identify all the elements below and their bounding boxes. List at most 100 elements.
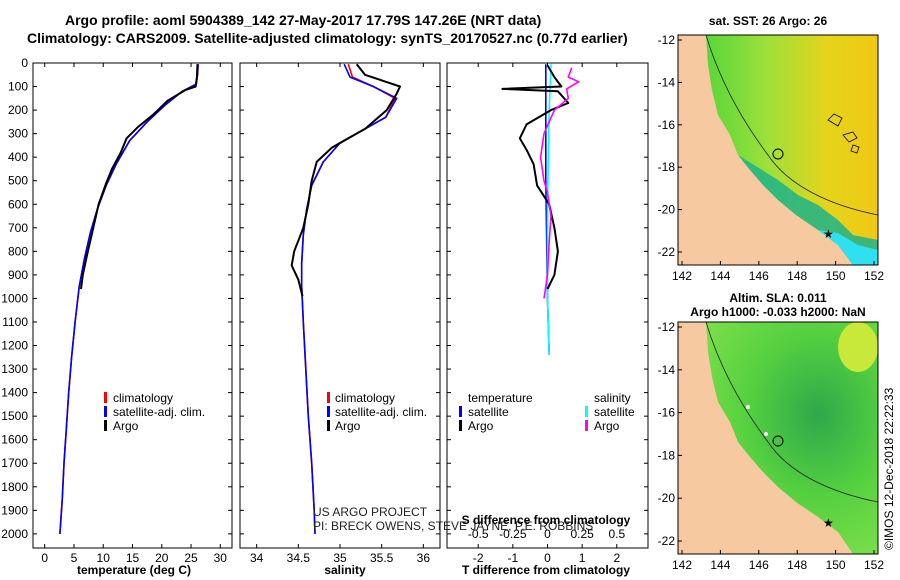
x-tick-label: 15 xyxy=(126,551,140,565)
legend-temp-satellite: satellite xyxy=(468,405,509,419)
difference-xlabel: T difference from climatology xyxy=(462,563,630,577)
lon-tick-label: 152 xyxy=(864,558,884,572)
x-tick-label: 0 xyxy=(41,551,48,565)
depth-axis: 0 100 200 300 400 500 600 700 800 900 1000 1100 1200… xyxy=(1,56,28,541)
lat-tick-label: -22 xyxy=(658,534,676,548)
y-tick-label: 1200 xyxy=(1,339,28,353)
lon-tick-label: 142 xyxy=(672,558,692,572)
star-marker: ★ xyxy=(823,516,834,530)
lat-tick-label: -16 xyxy=(658,406,676,420)
float-marker xyxy=(746,405,750,409)
y-tick-label: 1600 xyxy=(1,433,28,447)
x-tick-label: 34.5 xyxy=(287,551,311,565)
sla-map-frame xyxy=(677,321,879,555)
x-tick-label: 34 xyxy=(250,551,264,565)
x-tick-label-2: 0.25 xyxy=(570,527,594,541)
credit-line-1: US ARGO PROJECT xyxy=(313,505,428,519)
lon-tick-label: 146 xyxy=(749,558,769,572)
legend-climatology: climatology xyxy=(113,391,173,405)
legend-sal-argo: Argo xyxy=(594,419,620,433)
lat-tick-label: -12 xyxy=(658,320,676,334)
y-tick-label: 700 xyxy=(8,221,28,235)
sla-map-title-2: Argo h1000: -0.033 h2000: NaN xyxy=(690,305,865,319)
salinity-legend: climatology satellite-adj. clim. Argo xyxy=(327,391,427,433)
legend-swatch-climatology xyxy=(327,392,330,403)
lat-tick-label: -22 xyxy=(658,245,676,259)
lat-tick-label: -20 xyxy=(658,203,676,217)
reef-outlines xyxy=(827,113,860,154)
temperature-legend: climatology satellite-adj. clim. Argo xyxy=(104,391,205,433)
legend-swatch-temp-satellite xyxy=(459,406,462,417)
x-tick-label: -1 xyxy=(508,551,519,565)
x-tick-label-2: 0.5 xyxy=(608,527,625,541)
y-tick-label: 1800 xyxy=(1,480,28,494)
legend-temp-head: temperature xyxy=(468,391,533,405)
y-tick-label: 900 xyxy=(8,268,28,282)
land-mass xyxy=(678,322,853,554)
x-tick-label-2: -0.25 xyxy=(499,527,527,541)
star-marker: ★ xyxy=(823,227,834,241)
series-line xyxy=(546,64,552,355)
isobath-line xyxy=(705,35,878,216)
lat-tick-label: -18 xyxy=(658,448,676,462)
argo-position-marker xyxy=(772,148,784,160)
x-tick-label-2: 0 xyxy=(544,527,551,541)
series-line xyxy=(300,63,396,534)
cold-band xyxy=(818,230,878,265)
legend-swatch-argo xyxy=(104,420,107,431)
panel-frame xyxy=(239,62,441,549)
x-tick-label: 0 xyxy=(544,551,551,565)
y-tick-label: 1900 xyxy=(1,503,28,517)
x-tick-label: -2 xyxy=(473,551,484,565)
y-tick-label: 300 xyxy=(8,127,28,141)
legend-swatch-satellite xyxy=(104,406,107,417)
sla-map-title-1: Altim. SLA: 0.011 xyxy=(729,291,827,305)
y-tick-label: 200 xyxy=(8,103,28,117)
salinity-panel: 34 34.5 35 35.5 36 xyxy=(239,62,441,565)
series-line xyxy=(300,63,398,534)
sla-map: ★ xyxy=(677,321,879,555)
legend-swatch-temp-argo xyxy=(459,420,462,431)
lon-tick-label: 144 xyxy=(710,558,730,572)
x-tick-label: 35 xyxy=(333,551,347,565)
lat-tick-label: -14 xyxy=(658,363,676,377)
series-line xyxy=(290,63,401,297)
land-mass xyxy=(678,35,853,265)
x-tick-label-2: -0.5 xyxy=(468,527,489,541)
sst-map-ticks: -12 -14 -16 -18 -20 -22 142 144 146 148 150 152 xyxy=(658,33,885,283)
timestamp: ©IMOS 12-Dec-2018 22:22:33 xyxy=(882,387,896,550)
legend-argo: Argo xyxy=(335,419,361,433)
y-tick-label: 1000 xyxy=(1,291,28,305)
float-marker xyxy=(764,432,768,436)
y-tick-label: 1100 xyxy=(2,315,28,329)
sst-map-canvas: ★ xyxy=(678,35,878,265)
lon-tick-label: 150 xyxy=(826,269,846,283)
x-tick-label: 2 xyxy=(613,551,620,565)
credit-line-2: PI: BRECK OWENS, STEVE JAYNE, P.E. ROBBI… xyxy=(313,519,593,533)
series-line xyxy=(501,64,570,290)
y-tick-label: 1300 xyxy=(1,362,28,376)
lon-tick-label: 152 xyxy=(864,269,884,283)
argo-position-marker xyxy=(772,435,784,447)
y-tick-label: 500 xyxy=(8,174,28,188)
series-line xyxy=(80,64,199,290)
y-tick-label: 400 xyxy=(8,150,28,164)
legend-satellite: satellite-adj. clim. xyxy=(113,405,205,419)
title-line-1: Argo profile: aoml 5904389_142 27-May-20… xyxy=(65,12,541,28)
difference-panel: -2 -1 0 1 2 -0.5 -0.25 0 0.25 0.5 xyxy=(446,62,649,565)
x-tick-label: 35.5 xyxy=(370,551,394,565)
lat-tick-label: -20 xyxy=(658,491,676,505)
x-tick-label: 1 xyxy=(579,551,586,565)
y-tick-label: 600 xyxy=(8,197,28,211)
y-tick-label: 100 xyxy=(8,80,28,94)
s-difference-label: S difference from climatology xyxy=(462,513,631,527)
lon-tick-label: 148 xyxy=(787,558,807,572)
temperature-xlabel: temperature (deg C) xyxy=(77,563,191,577)
lon-tick-label: 144 xyxy=(710,269,730,283)
x-tick-label: 30 xyxy=(214,551,228,565)
legend-satellite: satellite-adj. clim. xyxy=(335,405,427,419)
lat-tick-label: -16 xyxy=(658,118,676,132)
lon-tick-label: 148 xyxy=(787,269,807,283)
legend-swatch-sal-satellite xyxy=(585,406,588,417)
x-tick-label: 25 xyxy=(184,551,198,565)
